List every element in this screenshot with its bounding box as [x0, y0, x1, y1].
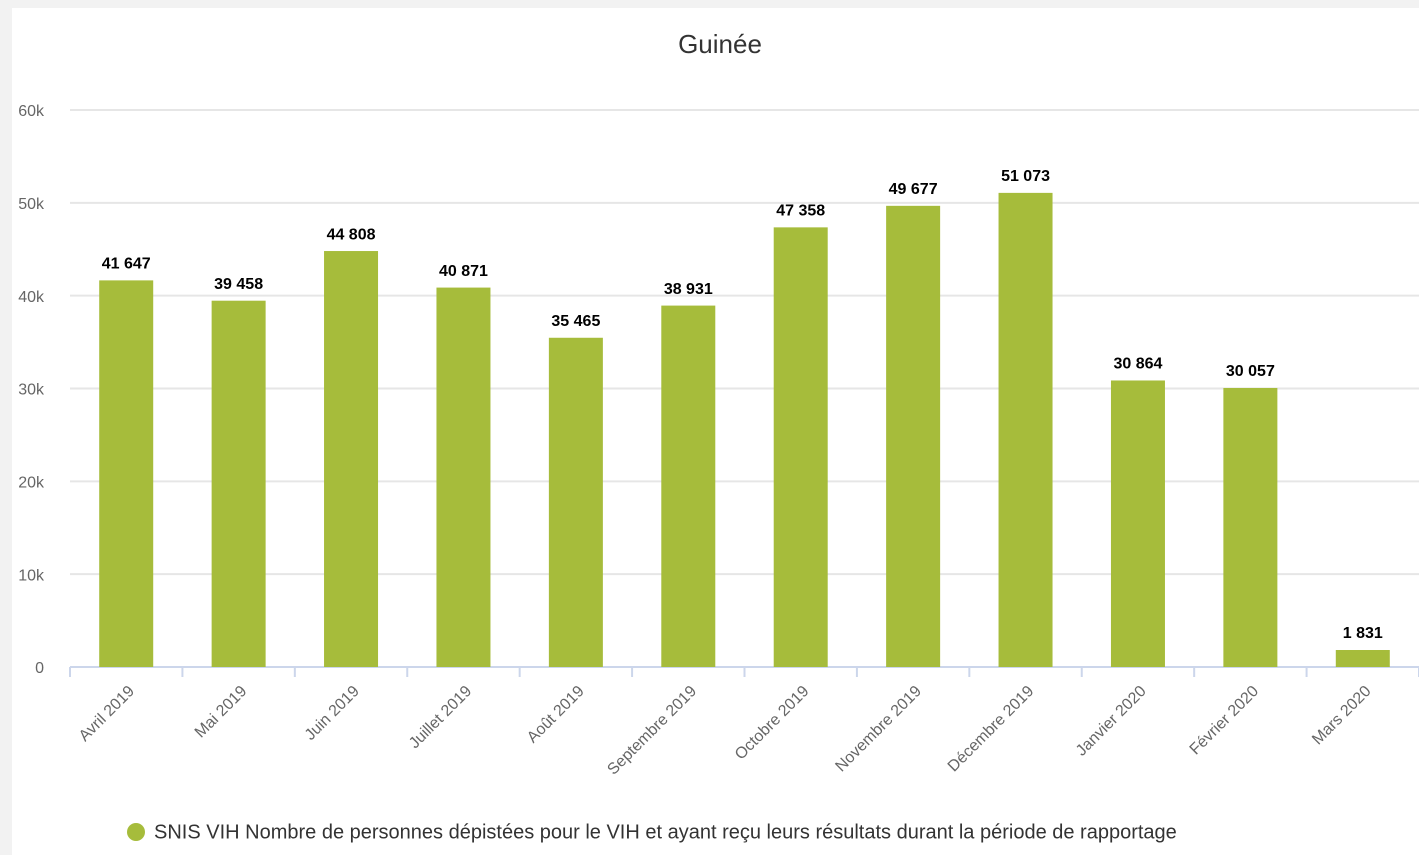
data-label: 44 808 [327, 226, 376, 243]
data-label: 51 073 [1001, 168, 1050, 185]
bar [548, 337, 603, 667]
bar [211, 300, 266, 667]
data-label: 39 458 [214, 276, 263, 293]
bar [1110, 380, 1165, 667]
data-label: 41 647 [102, 256, 151, 273]
data-label: 30 057 [1226, 363, 1275, 380]
bar [99, 280, 154, 667]
data-label: 38 931 [664, 281, 713, 298]
y-tick-label: 10k [18, 567, 45, 584]
bar [661, 305, 716, 667]
y-tick-label: 0 [35, 660, 44, 677]
bar [436, 287, 491, 667]
y-tick-label: 30k [18, 382, 45, 399]
bar [1335, 650, 1390, 667]
y-tick-label: 20k [18, 475, 45, 492]
bar [773, 227, 828, 667]
data-label: 49 677 [889, 181, 938, 198]
legend-symbol [127, 823, 145, 841]
data-label: 1 831 [1343, 625, 1383, 642]
chart-title: Guinée [678, 29, 762, 59]
data-label: 47 358 [776, 203, 825, 220]
data-label: 35 465 [551, 313, 600, 330]
data-label: 30 864 [1113, 356, 1162, 373]
y-tick-label: 60k [18, 103, 45, 120]
bar [998, 192, 1053, 667]
bar [1223, 387, 1278, 667]
bar [886, 205, 941, 667]
bar [324, 251, 379, 667]
data-label: 40 871 [439, 263, 488, 280]
y-tick-label: 40k [18, 289, 45, 306]
legend-label: SNIS VIH Nombre de personnes dépistées p… [154, 821, 1177, 843]
y-tick-label: 50k [18, 196, 45, 213]
